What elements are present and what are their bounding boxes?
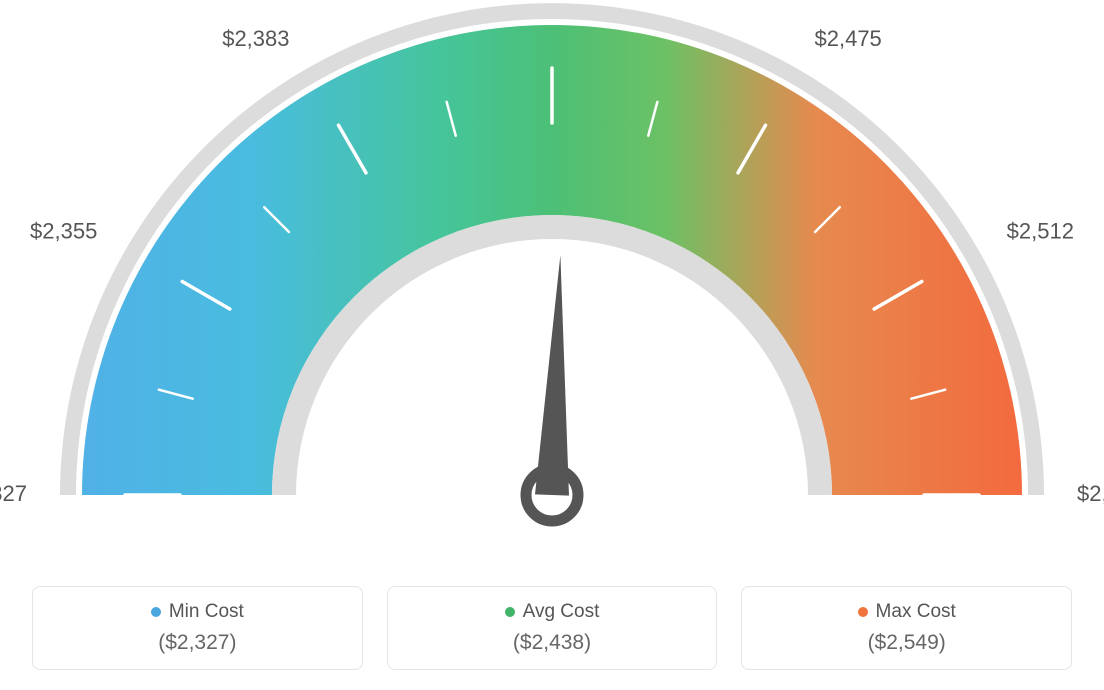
svg-text:$2,475: $2,475 [815, 26, 882, 51]
svg-text:$2,512: $2,512 [1007, 218, 1074, 243]
cost-gauge: $2,327$2,355$2,383$2,438$2,475$2,512$2,5… [0, 0, 1104, 560]
svg-text:$2,327: $2,327 [0, 481, 27, 506]
max-label: Max Cost [876, 601, 956, 623]
max-cost-card: Max Cost ($2,549) [741, 586, 1072, 670]
avg-cost-card: Avg Cost ($2,438) [387, 586, 718, 670]
max-dot-icon [858, 607, 868, 617]
summary-cards: Min Cost ($2,327) Avg Cost ($2,438) Max … [32, 586, 1072, 670]
avg-value: ($2,438) [388, 631, 717, 655]
svg-text:$2,355: $2,355 [30, 218, 97, 243]
min-dot-icon [151, 607, 161, 617]
max-value: ($2,549) [742, 631, 1071, 655]
avg-label: Avg Cost [523, 601, 600, 623]
min-label: Min Cost [169, 601, 244, 623]
min-cost-card: Min Cost ($2,327) [32, 586, 363, 670]
svg-text:$2,549: $2,549 [1077, 481, 1104, 506]
svg-text:$2,383: $2,383 [222, 26, 289, 51]
min-value: ($2,327) [33, 631, 362, 655]
avg-dot-icon [505, 607, 515, 617]
